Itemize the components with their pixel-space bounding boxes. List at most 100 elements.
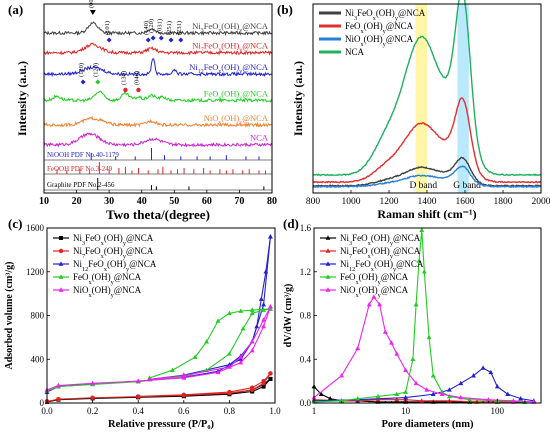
- panel-a-series-label: Ni12FeOx(OH)y@NCA: [189, 62, 269, 75]
- panel-b-tag: (b): [277, 2, 293, 17]
- panel-c-point: [249, 347, 255, 353]
- panel-d-y-tick-label: 0.0: [300, 398, 312, 408]
- panel-c-point: [250, 385, 255, 390]
- panel-d-point: [471, 373, 476, 378]
- panel-c-legend-label: Ni12FeOx(OH)y@NCA: [73, 259, 157, 273]
- panel-c-x-axis-title: Relative pressure (P/P₀): [108, 419, 214, 430]
- panel-a-x-tick-label: 60: [202, 196, 212, 207]
- panel-c-point: [90, 380, 95, 386]
- panel-c-legend-label: Ni7FeOx(OH)y@NCA: [73, 246, 154, 260]
- panel-c: Ni3FeOx(OH)y@NCANi7FeOx(OH)y@NCANi12FeOx…: [4, 216, 281, 430]
- panel-a-x-tick-label: 70: [234, 196, 244, 207]
- panel-a-x-tick-label: 20: [72, 196, 82, 207]
- panel-d-point: [511, 398, 516, 403]
- panel-a-series-label: Ni7FeOx(OH)y@NCA: [192, 41, 269, 54]
- panel-d-legend-marker: [325, 235, 331, 240]
- panel-b-series-line: [312, 97, 542, 184]
- panel-d-point: [339, 373, 344, 378]
- panel-a-peak-label: (140): [143, 21, 150, 35]
- panel-c-x-tick-label: 0.8: [224, 406, 236, 416]
- panel-d-legend-label: Ni12FeOx(OH)y@NCA: [340, 259, 424, 273]
- panel-a-peak-label: (231): [176, 21, 183, 35]
- panel-c-y-tick-label: 0: [40, 398, 45, 408]
- panel-c-point: [249, 310, 255, 316]
- panel-c-point: [56, 396, 61, 402]
- panel-c-point: [240, 326, 246, 331]
- panel-d-point: [403, 367, 409, 372]
- panel-d-x-axis-title: Pore diameters (nm): [382, 419, 474, 430]
- panel-c-point: [181, 392, 186, 397]
- panel-b-series-line: [312, 165, 542, 189]
- panel-a-peak-marker: [178, 37, 184, 43]
- panel-c-legend-label: Ni3FeOx(OH)y@NCA: [73, 233, 154, 247]
- panel-d-point: [421, 269, 427, 274]
- panel-a-reference-label: NiOOH PDF No.40-1179: [47, 151, 119, 159]
- panel-d-point: [419, 398, 425, 403]
- panel-b-legend-label: NCA: [345, 47, 365, 57]
- panel-c-point: [261, 307, 266, 312]
- panel-d-point: [327, 396, 333, 401]
- panel-d-point: [488, 369, 494, 375]
- panel-c-point: [249, 307, 255, 312]
- panel-d-y-tick-label: 0.4: [300, 354, 312, 364]
- panel-d-x-tick-label: 10: [401, 406, 411, 416]
- panel-d-legend-label: FeOx(OH)y@NCA: [340, 272, 409, 286]
- panel-a-reference-label: Graphite PDF No.2-456: [47, 181, 115, 189]
- panel-d-series-line: [313, 230, 525, 403]
- panel-a-peak-marker: [106, 37, 112, 43]
- panel-d-point: [371, 294, 377, 299]
- panel-c-legend-marker: [58, 261, 64, 266]
- panel-a-peak-marker: [136, 87, 141, 93]
- panel-b-x-tick-label: 800: [306, 197, 321, 207]
- panel-d-y-tick-label: 1.2: [300, 267, 311, 277]
- panel-a-peak-marker: [158, 35, 164, 41]
- panel-c-point: [170, 367, 175, 372]
- panel-c-point: [204, 339, 209, 344]
- panel-a-peak-label: (040): [133, 71, 140, 85]
- panel-a-x-tick-label: 40: [137, 196, 147, 207]
- panel-c-point: [192, 354, 198, 359]
- panel-c-point: [261, 378, 266, 384]
- panel-b-series-line: [312, 0, 542, 177]
- panel-b-x-tick-label: 1200: [380, 197, 399, 207]
- panel-d-y-tick-label: 0.8: [300, 311, 312, 321]
- panel-a-reference-label: FeOOH PDF No.3-249: [47, 165, 113, 173]
- panel-d-x-tick-label: 1: [312, 406, 317, 416]
- panel-d-point: [377, 301, 383, 307]
- panel-a-peak-label: (120): [93, 63, 100, 77]
- panel-a-peak-marker: [168, 37, 174, 43]
- panel-a-peak-label: (031): [156, 19, 163, 33]
- panel-c-point: [227, 364, 232, 369]
- panel-c-point: [238, 308, 244, 313]
- panel-b-legend-label: FeOx(OH)y@NCA: [345, 21, 414, 35]
- panel-d-point: [355, 396, 361, 401]
- panel-d-point: [430, 391, 436, 397]
- panel-d-legend-label: Ni3FeOx(OH)y@NCA: [340, 233, 421, 247]
- panel-d-point: [494, 383, 500, 389]
- panel-b-band-label: G band: [453, 181, 481, 191]
- panel-c-point: [227, 310, 232, 316]
- panel-a-peak-marker: [123, 87, 128, 93]
- panel-a-peak-label: (120): [78, 63, 85, 77]
- panel-a-y-axis-title: Intensity (a.u.): [15, 61, 29, 136]
- panel-c-point: [261, 317, 266, 322]
- panel-d-point: [439, 391, 445, 397]
- panel-d-legend-marker: [325, 248, 331, 253]
- panel-c-point: [261, 301, 266, 307]
- panel-a-peak-marker: [80, 79, 86, 85]
- panel-d-point: [410, 356, 416, 362]
- panel-c-legend-label: NiOx(OH)y@NCA: [73, 285, 142, 299]
- panel-d-point: [458, 394, 464, 400]
- panel-d-point: [416, 258, 422, 263]
- panel-d-y-tick-label: 1.6: [300, 223, 312, 233]
- panel-c-point: [227, 389, 232, 395]
- panel-d-point: [382, 329, 388, 334]
- panel-a-frame: [43, 3, 273, 194]
- panel-d-point: [424, 387, 430, 392]
- panel-d-point: [394, 351, 400, 356]
- panel-c-point: [90, 395, 95, 400]
- panel-a-peak-label: (130): [120, 71, 127, 85]
- panel-c-point: [268, 234, 273, 239]
- panel-d-point: [339, 398, 344, 403]
